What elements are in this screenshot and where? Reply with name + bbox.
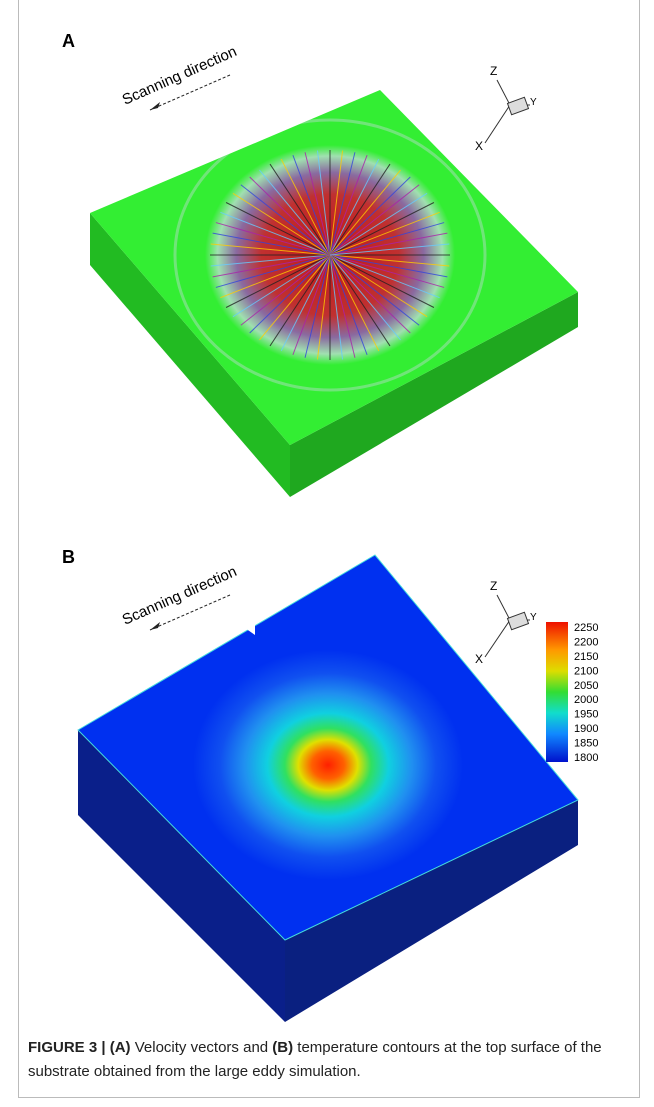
axis-label: Z (490, 64, 497, 78)
arrow-head (150, 102, 160, 110)
axis-label: X (475, 652, 483, 666)
axis-label: Y (530, 612, 537, 623)
colorbar-label: 2100 (574, 665, 598, 677)
colorbar-label: 2050 (574, 680, 598, 692)
page: {"panels": [ {"label": "A", "annotation"… (0, 0, 654, 1107)
colorbar (546, 622, 568, 762)
annotation: Scanning direction (120, 563, 240, 629)
caption-part: (A) (110, 1039, 131, 1056)
axis-triad: Z Y X (475, 64, 537, 153)
colorbar-label: 1850 (574, 738, 598, 750)
caption-part: (B) (272, 1039, 293, 1056)
axis-label: X (475, 139, 483, 153)
colorbar-label: 2200 (574, 636, 598, 648)
colorbar-label: 1950 (574, 709, 598, 721)
caption-text: Velocity vectors and (135, 1039, 268, 1056)
panel-label: A (62, 31, 75, 51)
panel-label: B (62, 547, 75, 567)
axis-triad: Z Y X (475, 579, 537, 666)
annotation: Scanning direction (120, 43, 240, 109)
colorbar-label: 2150 (574, 651, 598, 663)
caption-label: FIGURE 3 | (28, 1039, 106, 1056)
axis-label: Z (490, 579, 497, 593)
colorbar-label: 1900 (574, 723, 598, 735)
colorbar-label: 1800 (574, 752, 598, 764)
figure: A Scanning direction Z Y X B Scanning di… (0, 0, 654, 1030)
colorbar-label: 2250 (574, 622, 598, 634)
colorbar-label: 2000 (574, 694, 598, 706)
caption: FIGURE 3 | (A) Velocity vectors and (B) … (28, 1036, 628, 1084)
axis-label: Y (530, 97, 537, 108)
temperature-contour (193, 650, 463, 880)
